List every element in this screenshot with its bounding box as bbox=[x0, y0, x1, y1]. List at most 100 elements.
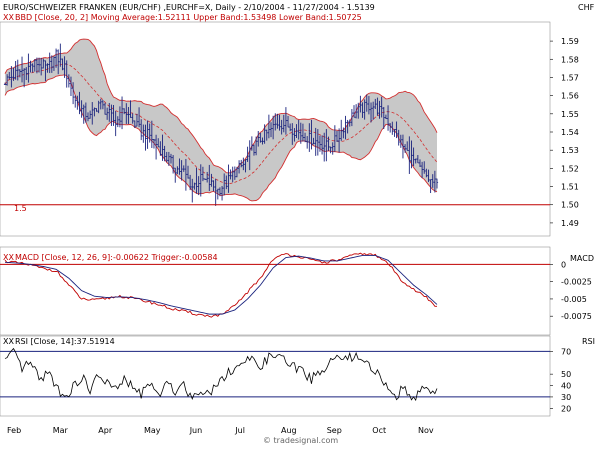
price-bar bbox=[327, 136, 330, 151]
price-bar bbox=[301, 123, 305, 142]
price-tick-label: 1.49 bbox=[561, 219, 579, 228]
price-bar bbox=[54, 48, 58, 68]
price-bar bbox=[250, 136, 253, 151]
price-bar bbox=[255, 136, 258, 156]
price-bar bbox=[50, 55, 53, 73]
price-tick-label: 1.50 bbox=[561, 201, 579, 210]
macd-panel: 0 -0.0025 -0.005 -0.0075 XX MACD [Close, 12… bbox=[0, 246, 594, 336]
price-bar bbox=[133, 120, 136, 129]
price-bar bbox=[408, 136, 411, 174]
price-bar bbox=[427, 169, 430, 183]
price-bar bbox=[286, 115, 290, 128]
price-bar bbox=[397, 129, 400, 146]
price-bar bbox=[425, 168, 428, 178]
price-bar bbox=[176, 166, 179, 175]
price-bar bbox=[295, 124, 298, 139]
price-bar bbox=[348, 119, 351, 127]
price-bar bbox=[269, 122, 273, 138]
price-bar bbox=[340, 119, 343, 141]
price-bar bbox=[229, 169, 232, 180]
macd-panel-border bbox=[0, 246, 551, 336]
price-bar bbox=[323, 132, 326, 162]
month-label: Aug bbox=[281, 426, 297, 435]
price-bar bbox=[144, 124, 147, 151]
price-bar bbox=[23, 68, 26, 88]
month-label: Mar bbox=[53, 426, 69, 435]
month-label: Feb bbox=[7, 426, 21, 435]
price-bar bbox=[361, 102, 364, 118]
price-bar bbox=[169, 153, 173, 164]
bollinger-legend: BBD [Close, 20, 2] Moving Average:1.5211… bbox=[15, 13, 362, 22]
price-bar bbox=[165, 151, 168, 163]
price-bar bbox=[435, 178, 439, 189]
price-bar bbox=[346, 119, 349, 134]
price-bar bbox=[299, 122, 302, 144]
price-bar bbox=[216, 188, 219, 200]
price-bar bbox=[391, 121, 394, 135]
price-bar bbox=[403, 144, 407, 153]
price-bar bbox=[65, 60, 68, 88]
price-bar bbox=[289, 123, 292, 132]
price-bar bbox=[257, 131, 260, 147]
price-bar bbox=[369, 102, 373, 123]
rsi-tick-label: 30 bbox=[561, 393, 571, 402]
price-bar bbox=[212, 180, 215, 192]
price-bar bbox=[114, 111, 117, 137]
price-bar bbox=[97, 100, 100, 114]
price-bar bbox=[197, 176, 200, 196]
price-bar bbox=[272, 115, 275, 140]
price-bar bbox=[233, 166, 236, 180]
macd-legend: MACD [Close, 12, 26, 9]:-0.00622 Trigger… bbox=[15, 253, 218, 262]
rsi-tick-label: 70 bbox=[561, 347, 571, 356]
price-bar bbox=[52, 56, 56, 71]
price-bar bbox=[386, 105, 390, 131]
price-tick-label: 1.54 bbox=[561, 128, 579, 137]
price-bar bbox=[140, 119, 143, 141]
price-bar bbox=[265, 129, 268, 141]
footer-credit-text: tradesignal.com bbox=[274, 436, 339, 445]
footer-credit: © tradesignal.com bbox=[263, 436, 338, 445]
price-bar bbox=[189, 174, 192, 191]
price-bar bbox=[218, 187, 222, 197]
price-bar bbox=[148, 123, 151, 143]
price-bar bbox=[374, 98, 377, 110]
price-bar bbox=[74, 95, 77, 108]
price-bar bbox=[267, 114, 270, 139]
price-bar bbox=[184, 158, 187, 191]
price-bar bbox=[67, 74, 70, 88]
month-label: Sep bbox=[327, 426, 342, 435]
price-panel: 1.5 1.49 1.50 1.51 1.52 1.53 1.54 1.55 1.56 1.57… bbox=[0, 3, 595, 237]
price-bar bbox=[210, 173, 213, 187]
price-bar bbox=[393, 129, 396, 137]
price-bar bbox=[127, 107, 130, 124]
price-bar bbox=[8, 71, 11, 80]
price-bar bbox=[223, 173, 226, 196]
price-bar bbox=[235, 166, 239, 178]
rsi-axis-label: RSI bbox=[582, 337, 595, 346]
macd-tick-label: -0.0025 bbox=[561, 278, 592, 287]
price-bar bbox=[297, 119, 300, 140]
price-bar bbox=[40, 57, 43, 76]
price-bar bbox=[308, 123, 311, 152]
price-bar bbox=[406, 141, 409, 151]
price-bar bbox=[208, 164, 211, 192]
price-bar bbox=[18, 69, 21, 78]
rsi-axis-ticks: 20 30 40 50 70 bbox=[550, 347, 571, 413]
price-bar bbox=[20, 56, 24, 83]
rsi-tick-label: 40 bbox=[561, 382, 571, 391]
price-bar bbox=[142, 124, 145, 143]
rsi-panel-border bbox=[0, 335, 551, 417]
price-bar bbox=[282, 114, 285, 133]
price-bar bbox=[350, 109, 353, 127]
price-bar bbox=[220, 185, 224, 201]
price-bar bbox=[82, 104, 85, 124]
price-bar bbox=[329, 146, 332, 154]
price-bar bbox=[316, 129, 319, 156]
price-bar bbox=[382, 107, 385, 130]
price-bar bbox=[76, 95, 79, 110]
price-bar bbox=[116, 116, 119, 128]
price-bar bbox=[429, 179, 432, 194]
price-bar bbox=[199, 164, 202, 197]
price-tick-label: 1.52 bbox=[561, 164, 579, 173]
price-bar bbox=[89, 110, 92, 119]
